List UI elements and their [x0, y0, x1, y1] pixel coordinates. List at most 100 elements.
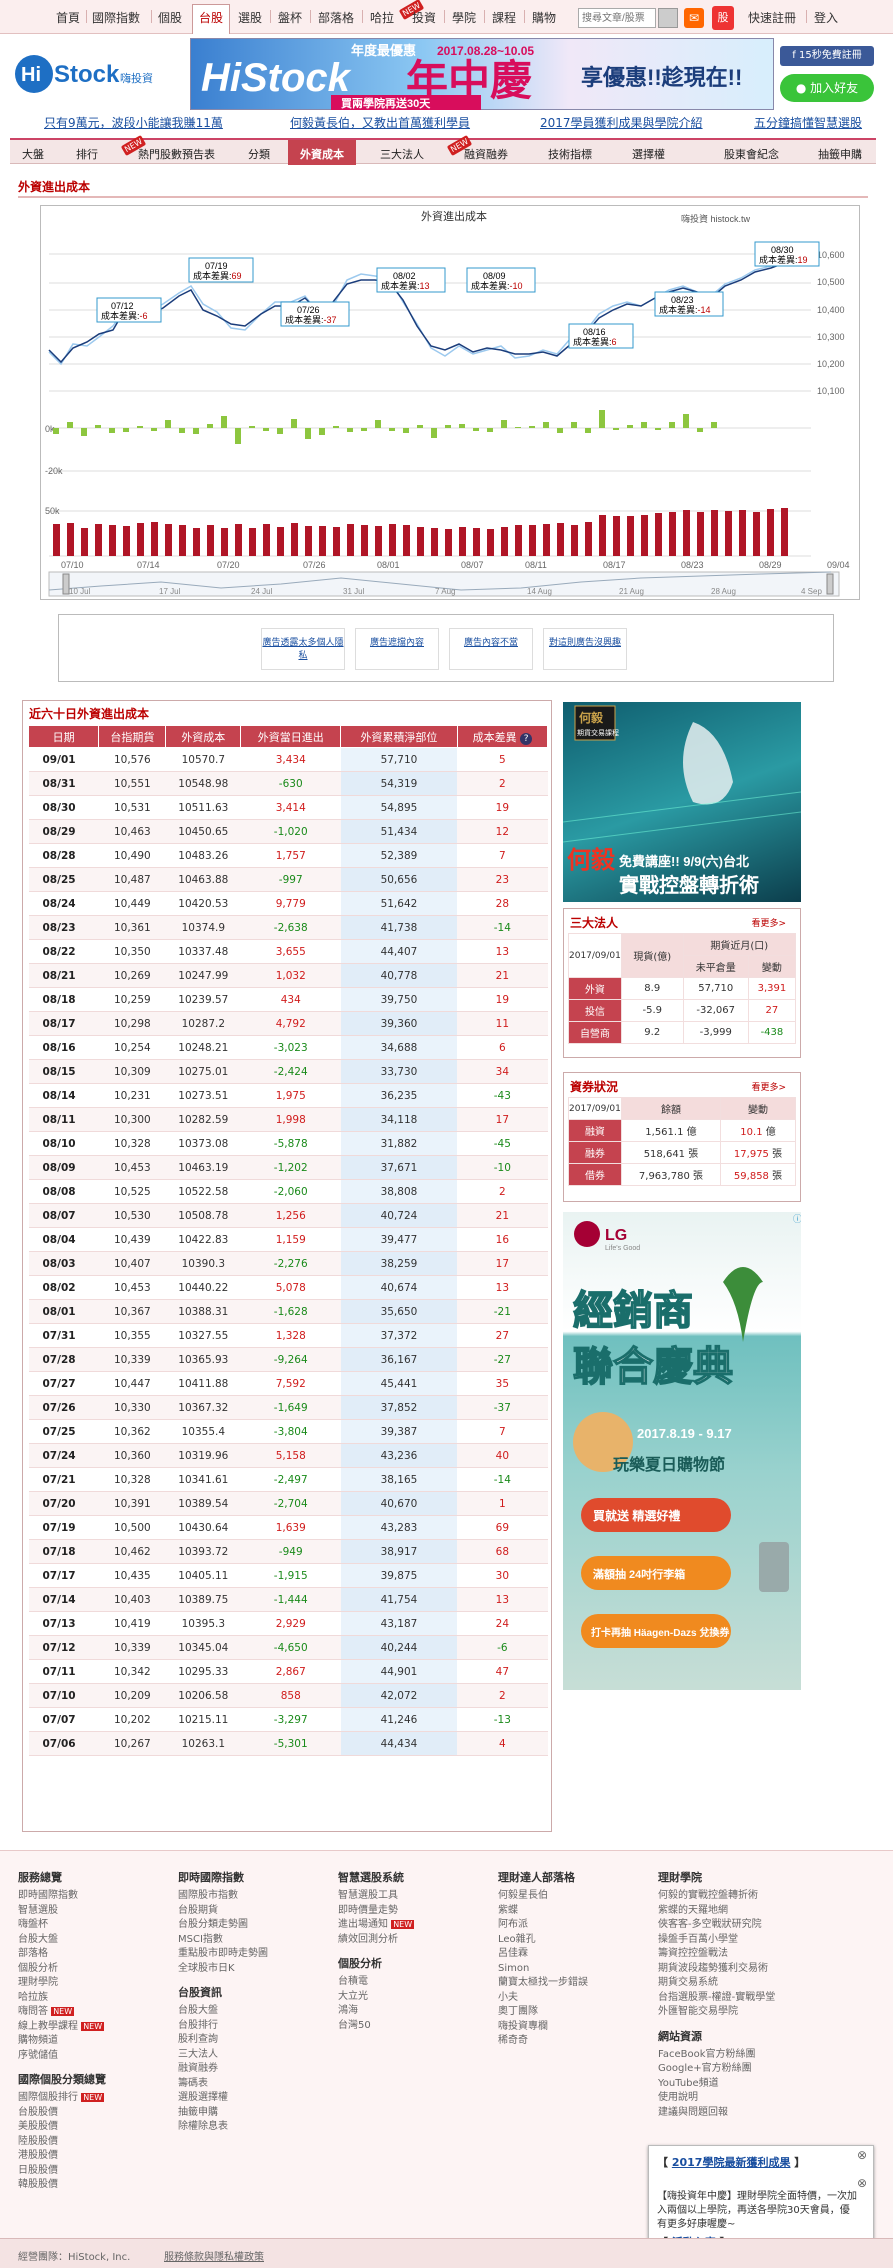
terms-link[interactable]: 服務條款與隱私權政策: [164, 2252, 264, 2263]
footer-link[interactable]: 抽籤申購: [178, 2106, 218, 2118]
ad-feedback-option[interactable]: 廣告遮擋內容: [355, 628, 439, 670]
stock-button[interactable]: 股: [712, 6, 734, 30]
news-link[interactable]: 2017學員獲利成果與學院介紹: [540, 116, 703, 130]
more-link[interactable]: 看更多>: [751, 1083, 786, 1093]
subnav-category[interactable]: 分類: [248, 148, 270, 161]
subnav-institutions[interactable]: 三大法人: [380, 148, 424, 161]
footer-link[interactable]: MSCI指數: [178, 1933, 223, 1945]
footer-link[interactable]: 台指選股票-權證-實戰學堂: [658, 1991, 776, 2003]
register-link[interactable]: 快速註冊: [748, 11, 797, 25]
footer-link[interactable]: Simon: [498, 1962, 530, 1974]
footer-link[interactable]: 績效回測分析: [338, 1933, 398, 1945]
footer-link[interactable]: 紫蝶: [498, 1904, 518, 1916]
nav-intl-index[interactable]: 國際指數: [92, 11, 141, 25]
close-icon[interactable]: ⊗: [856, 2148, 867, 2162]
subnav-hot-forecast[interactable]: 熱門股數預告表: [138, 148, 215, 161]
footer-link[interactable]: 三大法人: [178, 2048, 218, 2060]
ad-feedback-option[interactable]: 廣告透露太多個人隱私: [261, 628, 345, 670]
footer-link[interactable]: 台灣50: [338, 2019, 371, 2031]
footer-link[interactable]: 國際股市指數: [178, 1890, 238, 1901]
subnav-market[interactable]: 大盤: [22, 148, 44, 161]
nav-stock-pick[interactable]: 選股: [238, 11, 263, 25]
footer-link[interactable]: 紫蝶的天羅地網: [658, 1904, 728, 1916]
search-icon[interactable]: [658, 8, 678, 28]
help-icon[interactable]: ?: [520, 732, 533, 745]
footer-link[interactable]: 台股期貨: [178, 1904, 218, 1916]
ad-feedback-option[interactable]: 對這則廣告沒興趣: [543, 628, 627, 670]
footer-link[interactable]: 台股大盤: [18, 1933, 58, 1945]
subnav-options[interactable]: 選擇權: [632, 148, 665, 161]
footer-link[interactable]: 港股股價: [18, 2150, 58, 2161]
nav-home[interactable]: 首頁: [56, 11, 81, 25]
footer-link[interactable]: 重點股市即時走勢圖: [178, 1948, 268, 1959]
footer-link[interactable]: 鴻海: [338, 2005, 358, 2016]
footer-link[interactable]: 日股股價: [18, 2164, 58, 2176]
footer-link[interactable]: 購物頻道: [18, 2035, 58, 2046]
footer-link[interactable]: 選股選擇權: [178, 2092, 228, 2103]
footer-link[interactable]: YouTube頻道: [658, 2077, 719, 2089]
subnav-margin[interactable]: 融資融券: [464, 148, 508, 161]
footer-link[interactable]: 嗨盤杯: [18, 1919, 48, 1930]
nav-shop[interactable]: 購物: [532, 11, 557, 25]
heyi-course-ad[interactable]: 何毅 期貨交易課程 何毅 免費講座!! 9/9(六)台北 實戰控盤轉折術: [562, 702, 802, 902]
subnav-lottery[interactable]: 抽籤申購: [818, 148, 862, 161]
footer-link[interactable]: 個股分析: [18, 1962, 58, 1974]
footer-link[interactable]: 稀奇奇: [498, 2035, 528, 2046]
footer-link[interactable]: 呂佳霖: [498, 1948, 528, 1959]
nav-cup[interactable]: 盤杯: [278, 11, 303, 25]
more-link[interactable]: 看更多>: [751, 919, 786, 929]
footer-link[interactable]: 何毅的實戰控盤轉折術: [658, 1890, 758, 1901]
footer-link[interactable]: 全球股市日K: [178, 1962, 235, 1974]
footer-link[interactable]: 融資融券: [178, 2063, 218, 2074]
footer-link[interactable]: 嗨投資專欄: [498, 2020, 548, 2032]
popup-link[interactable]: 【 2017學院最新獲利成果 】: [657, 2156, 806, 2169]
subnav-foreign-cost[interactable]: 外資成本: [288, 140, 356, 165]
nav-stock[interactable]: 個股: [158, 11, 183, 25]
footer-link[interactable]: 進出場通知 NEW: [338, 1919, 415, 1930]
subnav-agm-gift[interactable]: 股東會紀念: [724, 148, 779, 161]
footer-link[interactable]: 籌資控控盤戰法: [658, 1948, 728, 1959]
footer-link[interactable]: 除權除息表: [178, 2121, 228, 2132]
navigator-handle[interactable]: [62, 573, 70, 595]
footer-link[interactable]: 期貨交易系統: [658, 1977, 718, 1988]
nav-blog[interactable]: 部落格: [318, 11, 355, 25]
news-link[interactable]: 五分鐘搞懂智慧選股: [754, 116, 863, 130]
navigator-handle[interactable]: [826, 573, 834, 595]
footer-link[interactable]: 理財學院: [18, 1977, 58, 1988]
footer-link[interactable]: 股利查詢: [178, 2034, 218, 2045]
mail-icon[interactable]: ✉: [684, 8, 704, 28]
footer-link[interactable]: 期貨波段趨勢獲利交易術: [658, 1962, 768, 1974]
footer-link[interactable]: 嗨問答 NEW: [18, 2006, 75, 2017]
lg-summer-ad[interactable]: LG Life's Good ⓘ 經銷商 聯合慶典 2017.8.19 - 9.…: [563, 1212, 802, 1690]
footer-link[interactable]: 蘭寶太極找一步錯誤: [498, 1977, 588, 1988]
subnav-tech-index[interactable]: 技術指標: [548, 148, 592, 161]
nav-chat[interactable]: 哈拉: [370, 11, 395, 25]
footer-link[interactable]: 序號儲值: [18, 2049, 58, 2061]
footer-link[interactable]: 操盤手百萬小學堂: [658, 1933, 738, 1945]
footer-link[interactable]: 美股股價: [18, 2121, 58, 2132]
footer-link[interactable]: 陸股股價: [18, 2135, 58, 2147]
nav-invest[interactable]: 投資: [412, 11, 437, 25]
subnav-ranking[interactable]: 排行: [76, 148, 98, 161]
footer-link[interactable]: 智慧選股工具: [338, 1890, 398, 1901]
footer-link[interactable]: 台股大盤: [178, 2005, 218, 2016]
footer-link[interactable]: 韓股股價: [18, 2179, 58, 2190]
nav-tw-stock[interactable]: 台股: [192, 4, 231, 34]
promo-banner[interactable]: HiStock 年度最優惠 2017.08.28~10.05 年中慶 享優惠!!…: [190, 38, 774, 110]
login-link[interactable]: 登入: [814, 11, 839, 25]
footer-link[interactable]: 即時價量走勢: [338, 1904, 398, 1916]
footer-link[interactable]: 阿布派: [498, 1919, 528, 1930]
histock-logo[interactable]: Hi Stock 嗨投資: [14, 50, 164, 98]
footer-link[interactable]: 台股排行: [178, 2019, 218, 2031]
footer-link[interactable]: FaceBook官方粉絲團: [658, 2048, 756, 2060]
footer-link[interactable]: Google+官方粉絲團: [658, 2063, 752, 2074]
footer-link[interactable]: 即時國際指數: [18, 1890, 78, 1901]
ad-feedback-option[interactable]: 廣告內容不當: [449, 628, 533, 670]
search-input[interactable]: [578, 8, 656, 28]
footer-link[interactable]: 智慧選股: [18, 1904, 58, 1916]
footer-link[interactable]: 俠客客-多空戰狀研究院: [658, 1919, 762, 1930]
facebook-register-button[interactable]: f 15秒免費註冊: [780, 46, 874, 66]
footer-link[interactable]: 建議與問題回報: [658, 2106, 728, 2118]
footer-link[interactable]: 台股股價: [18, 2106, 58, 2118]
footer-link[interactable]: 奧丁團隊: [498, 2006, 538, 2017]
